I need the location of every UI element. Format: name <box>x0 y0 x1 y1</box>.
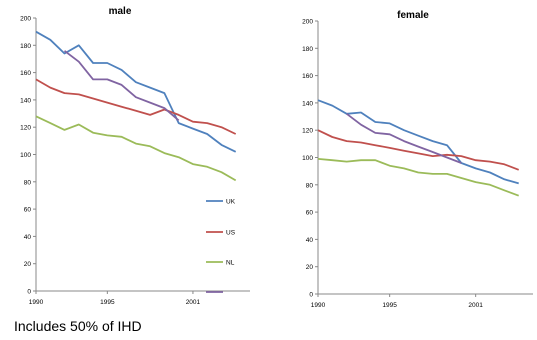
y-tick-label: 20 <box>306 264 314 271</box>
y-tick-label: 100 <box>302 155 313 162</box>
male-chart-panel: male 0 20 40 60 80 100 120 140 160 180 200 1990 1995… <box>20 6 250 306</box>
female-chart-title: female <box>397 10 429 21</box>
legend-label-uk: UK <box>226 199 236 206</box>
nl-series-line <box>317 158 520 197</box>
us-series-line <box>35 78 237 135</box>
y-tick-label: 160 <box>20 70 31 77</box>
y-tick-label: 100 <box>20 152 31 159</box>
y-tick-label: 140 <box>302 100 313 107</box>
us-series-line <box>317 129 520 171</box>
y-tick-label: 80 <box>24 179 32 186</box>
nl-series-line <box>35 115 237 182</box>
legend-label-us: US <box>226 230 236 237</box>
y-tick-label: 140 <box>20 97 31 104</box>
y-tick-label: 120 <box>302 128 313 135</box>
unlabeled-series-line <box>346 113 462 164</box>
x-tick-label: 1995 <box>100 299 115 306</box>
footnote-text: Includes 50% of IHD <box>14 318 142 334</box>
x-tick-label: 2001 <box>186 299 201 306</box>
y-tick-label: 0 <box>309 292 313 299</box>
y-tick-label: 180 <box>302 46 313 53</box>
uk-series-line <box>35 30 237 153</box>
y-tick-label: 200 <box>20 16 31 23</box>
y-tick-label: 0 <box>27 289 31 296</box>
y-tick-label: 60 <box>306 210 314 217</box>
male-chart-title: male <box>109 6 132 17</box>
y-tick-label: 60 <box>24 207 32 214</box>
x-tick-label: 2001 <box>468 302 483 309</box>
y-tick-label: 180 <box>20 43 31 50</box>
y-tick-label: 160 <box>302 73 313 80</box>
y-tick-label: 20 <box>24 261 32 268</box>
y-tick-label: 80 <box>306 182 314 189</box>
unlabeled-series-line <box>63 50 180 122</box>
uk-series-line <box>317 99 519 185</box>
legend-label-nl: NL <box>226 260 235 267</box>
x-tick-label: 1995 <box>382 302 397 309</box>
y-tick-label: 40 <box>24 234 32 241</box>
x-tick-label: 1990 <box>311 302 326 309</box>
female-chart-panel: female 0 20 40 60 80 100 120 140 160 180 200 1990 19… <box>302 10 533 309</box>
y-tick-label: 40 <box>306 237 314 244</box>
y-tick-label: 200 <box>302 19 313 26</box>
x-tick-label: 1990 <box>29 299 44 306</box>
y-tick-label: 120 <box>20 125 31 132</box>
